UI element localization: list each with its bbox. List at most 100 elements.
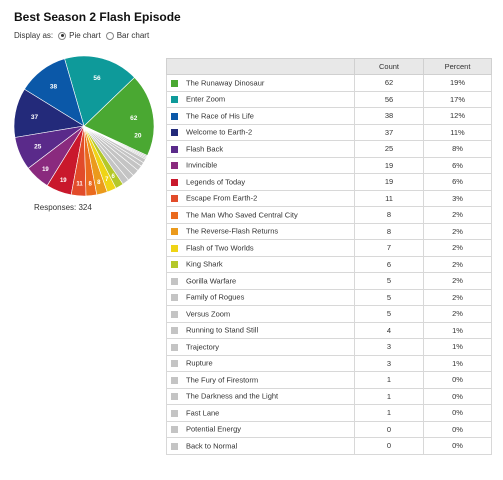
pie-data-label: 19 (60, 178, 67, 184)
percent-cell: 2% (423, 255, 492, 273)
option-cell: Trajectory (166, 338, 355, 356)
count-cell: 3 (354, 354, 424, 372)
option-label: Flash of Two Worlds (186, 243, 254, 253)
bar-chart-option-label[interactable]: Bar chart (116, 31, 150, 40)
table-row: King Shark 6 2% (166, 255, 492, 273)
display-as-selector: Display as: Pie chart Bar chart (14, 31, 149, 40)
option-cell: The Man Who Saved Central City (166, 206, 355, 224)
pie-slice (83, 125, 148, 158)
option-cell: The Darkness and the Light (166, 387, 355, 405)
legend-swatch (171, 112, 178, 120)
option-label: The Race of His Life (186, 111, 254, 121)
responses-count: Responses: 324 (34, 203, 92, 212)
legend-swatch (171, 145, 178, 153)
percent-cell: 19% (423, 74, 492, 92)
option-cell: The Race of His Life (166, 107, 355, 125)
option-label: Enter Zoom (186, 95, 226, 104)
percent-cell: 2% (423, 272, 492, 290)
table-row: Invincible 19 6% (166, 156, 492, 174)
legend-swatch (171, 442, 178, 450)
table-header-row: Count Percent (166, 58, 492, 75)
option-label: Flash Back (186, 144, 224, 154)
option-cell: Versus Zoom (166, 305, 355, 323)
pie-chart-option-label[interactable]: Pie chart (69, 31, 101, 40)
percent-cell: 0% (423, 437, 492, 455)
legend-swatch (171, 426, 178, 433)
option-cell: Welcome to Earth-2 (166, 123, 355, 141)
pie-data-label: 38 (50, 83, 58, 90)
option-cell: Flash of Two Worlds (166, 239, 355, 257)
table-row: Back to Normal 0 0% (166, 437, 492, 455)
option-label: King Shark (186, 260, 223, 269)
option-cell: The Runaway Dinosaur (166, 74, 355, 92)
legend-swatch (171, 310, 178, 318)
bar-chart-radio[interactable] (105, 31, 114, 40)
count-cell: 1 (354, 404, 424, 422)
option-cell: Escape From Earth-2 (166, 189, 355, 207)
option-label: Potential Energy (186, 425, 242, 434)
count-cell: 5 (354, 305, 424, 323)
option-label: Invincible (186, 161, 218, 170)
option-label: Gorilla Warfare (186, 276, 237, 286)
pie-data-label: 8 (88, 182, 92, 188)
option-cell: Family of Rogues (166, 288, 355, 306)
percent-cell: 6% (423, 156, 492, 174)
count-cell: 38 (354, 107, 424, 125)
percent-cell: 0% (423, 371, 492, 389)
legend-swatch (171, 211, 178, 219)
option-label: The Man Who Saved Central City (186, 210, 298, 220)
percent-cell: 1% (423, 354, 492, 372)
table-row: Escape From Earth-2 11 3% (166, 189, 492, 207)
legend-swatch (171, 79, 178, 87)
percent-cell: 8% (423, 140, 492, 158)
percent-cell: 2% (423, 239, 492, 257)
pie-data-label: 6 (112, 174, 116, 180)
header-count: Count (354, 58, 424, 75)
table-row: Family of Rogues 5 2% (166, 288, 492, 306)
percent-cell: 11% (423, 123, 492, 141)
count-cell: 19 (354, 156, 424, 174)
pie-data-label: 37 (31, 114, 39, 121)
pie-data-label: 56 (93, 75, 101, 82)
option-cell: Running to Stand Still (166, 321, 355, 339)
option-label: Legends of Today (186, 177, 246, 187)
legend-swatch (171, 195, 178, 202)
table-row: The Darkness and the Light 1 0% (166, 387, 492, 405)
pie-chart: 62 56 38 37 25 19 19 11 8 8 7 6 20 (13, 55, 155, 197)
pie-chart-radio[interactable] (58, 31, 67, 40)
table-row: Versus Zoom 5 2% (166, 305, 492, 323)
table-row: Rupture 3 1% (166, 354, 492, 372)
count-cell: 19 (354, 173, 424, 191)
percent-cell: 12% (423, 107, 492, 125)
option-label: The Fury of Firestorm (186, 375, 259, 385)
count-cell: 11 (354, 189, 424, 207)
legend-swatch (171, 96, 178, 103)
option-label: The Darkness and the Light (186, 392, 279, 401)
option-cell: Gorilla Warfare (166, 272, 355, 290)
count-cell: 1 (354, 371, 424, 389)
pie-slice (64, 55, 135, 127)
percent-cell: 6% (423, 173, 492, 191)
pie-other-label: 20 (134, 132, 142, 139)
option-label: Rupture (186, 359, 213, 368)
option-label: The Reverse-Flash Returns (186, 227, 279, 236)
option-cell: Invincible (166, 156, 355, 174)
count-cell: 37 (354, 123, 424, 141)
option-cell: Potential Energy (166, 420, 355, 438)
legend-swatch (171, 162, 178, 169)
legend-swatch (171, 277, 178, 285)
option-label: Family of Rogues (186, 293, 245, 302)
legend-swatch (171, 178, 178, 186)
table-row: Legends of Today 19 6% (166, 173, 492, 191)
percent-cell: 2% (423, 222, 492, 240)
table-row: Gorilla Warfare 5 2% (166, 272, 492, 290)
count-cell: 3 (354, 338, 424, 356)
count-cell: 56 (354, 90, 424, 108)
table-row: Trajectory 3 1% (166, 338, 492, 356)
option-label: Versus Zoom (186, 309, 231, 319)
count-cell: 8 (354, 222, 424, 240)
count-cell: 5 (354, 288, 424, 306)
option-cell: Flash Back (166, 140, 355, 158)
option-cell: Legends of Today (166, 173, 355, 191)
